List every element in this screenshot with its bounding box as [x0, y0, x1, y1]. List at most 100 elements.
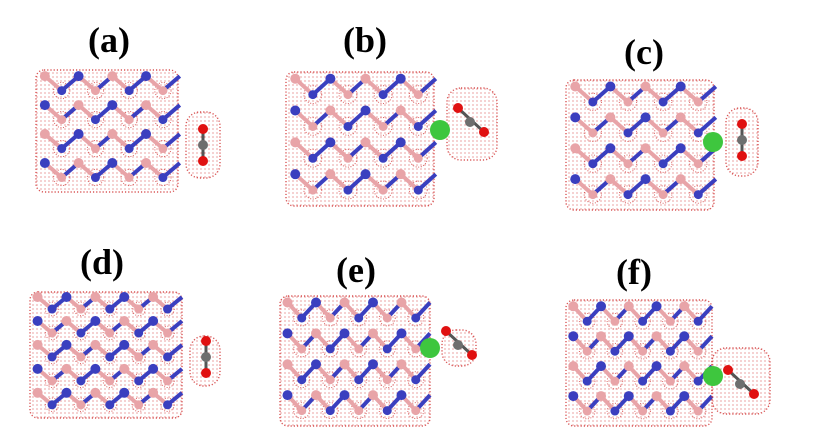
nitrogen-atom — [368, 359, 378, 370]
nitrogen-atom — [148, 315, 159, 326]
nitrogen-atom — [382, 406, 392, 416]
boron-atom — [119, 363, 130, 374]
panel-label-f: (f) — [616, 252, 652, 292]
nitrogen-atom — [297, 375, 307, 385]
boron-atom — [605, 112, 616, 123]
boron-atom — [141, 158, 152, 169]
nitrogen-atom — [596, 301, 607, 312]
oxygen-atom — [467, 350, 477, 360]
boron-atom — [158, 86, 168, 96]
oxygen-atom — [749, 389, 759, 399]
density-ring — [73, 349, 89, 365]
nitrogen-atom — [47, 400, 57, 410]
density-ring — [653, 154, 673, 173]
density-ring — [408, 85, 428, 105]
boron-atom — [413, 153, 423, 163]
panel-b-structure — [285, 71, 498, 207]
nitrogen-atom — [325, 406, 335, 416]
boron-atom — [693, 159, 703, 169]
nitrogen-atom — [413, 121, 423, 131]
nitrogen-atom — [605, 143, 616, 154]
panel-f-structure — [565, 299, 771, 427]
density-ring — [606, 342, 624, 360]
boron-atom — [308, 121, 318, 131]
nitrogen-atom — [290, 105, 301, 116]
density-ring — [44, 325, 60, 341]
nitrogen-atom — [119, 387, 130, 398]
oxygen-atom — [723, 365, 733, 375]
nitrogen-atom — [610, 346, 620, 356]
nitrogen-atom — [47, 304, 57, 314]
density-ring — [73, 301, 89, 317]
boron-atom — [354, 344, 364, 354]
nitrogen-atom — [325, 137, 336, 148]
nitrogen-atom — [158, 173, 168, 183]
density-ring — [131, 349, 146, 365]
density-ring — [338, 148, 358, 168]
boron-atom — [47, 376, 57, 386]
boron-atom — [570, 81, 581, 92]
boron-atom — [623, 301, 634, 312]
nitrogen-atom — [308, 153, 318, 163]
nitrogen-atom — [413, 185, 423, 195]
boron-atom — [395, 105, 406, 116]
density-ring — [662, 342, 679, 360]
nitrogen-atom — [343, 185, 353, 195]
nitrogen-atom — [57, 144, 67, 154]
oxygen-atom — [201, 368, 211, 378]
nitrogen-atom — [354, 375, 364, 385]
nitrogen-atom — [107, 158, 118, 169]
density-ring — [293, 402, 311, 420]
nitrogen-atom — [605, 81, 616, 92]
nitrogen-atom — [90, 115, 100, 125]
panel-c-structure — [565, 79, 759, 211]
boron-atom — [76, 304, 86, 314]
nitrogen-atom — [90, 315, 101, 326]
boron-atom — [605, 174, 616, 185]
nitrogen-atom — [290, 169, 301, 180]
density-ring — [44, 397, 60, 412]
density-ring — [120, 110, 138, 129]
density-ring — [154, 110, 172, 129]
nitrogen-atom — [57, 86, 67, 96]
nitrogen-atom — [658, 159, 668, 169]
boron-atom — [282, 359, 293, 370]
density-ring — [689, 185, 708, 204]
density-ring — [662, 312, 679, 330]
nitrogen-atom — [163, 352, 173, 362]
boron-atom — [596, 391, 607, 402]
boron-atom — [61, 315, 72, 326]
boron-atom — [57, 115, 67, 125]
boron-atom — [395, 169, 406, 180]
density-ring — [303, 117, 323, 136]
boron-atom — [651, 391, 662, 402]
nitrogen-atom — [638, 316, 648, 326]
dopant-atom — [703, 132, 723, 152]
boron-atom — [679, 301, 690, 312]
boron-atom — [119, 315, 130, 326]
nitrogen-atom — [675, 143, 686, 154]
nitrogen-atom — [568, 331, 579, 342]
boron-atom — [665, 376, 675, 386]
oxygen-atom — [737, 151, 747, 161]
boron-atom — [382, 375, 392, 385]
nitrogen-atom — [76, 328, 86, 338]
boron-atom — [596, 331, 607, 342]
nitrogen-atom — [39, 100, 50, 111]
boron-atom — [325, 105, 336, 116]
boron-atom — [124, 115, 134, 125]
panel-label-e: (e) — [336, 250, 376, 290]
density-ring — [120, 139, 138, 158]
density-ring — [583, 123, 602, 142]
nitrogen-atom — [395, 137, 406, 148]
boron-atom — [693, 346, 703, 356]
panel-label-a: (a) — [88, 20, 130, 60]
boron-atom — [610, 376, 620, 386]
nitrogen-atom — [61, 339, 72, 350]
nitrogen-atom — [360, 105, 371, 116]
nitrogen-atom — [141, 71, 152, 82]
oxygen-atom — [479, 127, 489, 137]
dopant-atom — [420, 338, 440, 358]
density-ring — [160, 301, 175, 317]
density-ring — [373, 85, 393, 105]
